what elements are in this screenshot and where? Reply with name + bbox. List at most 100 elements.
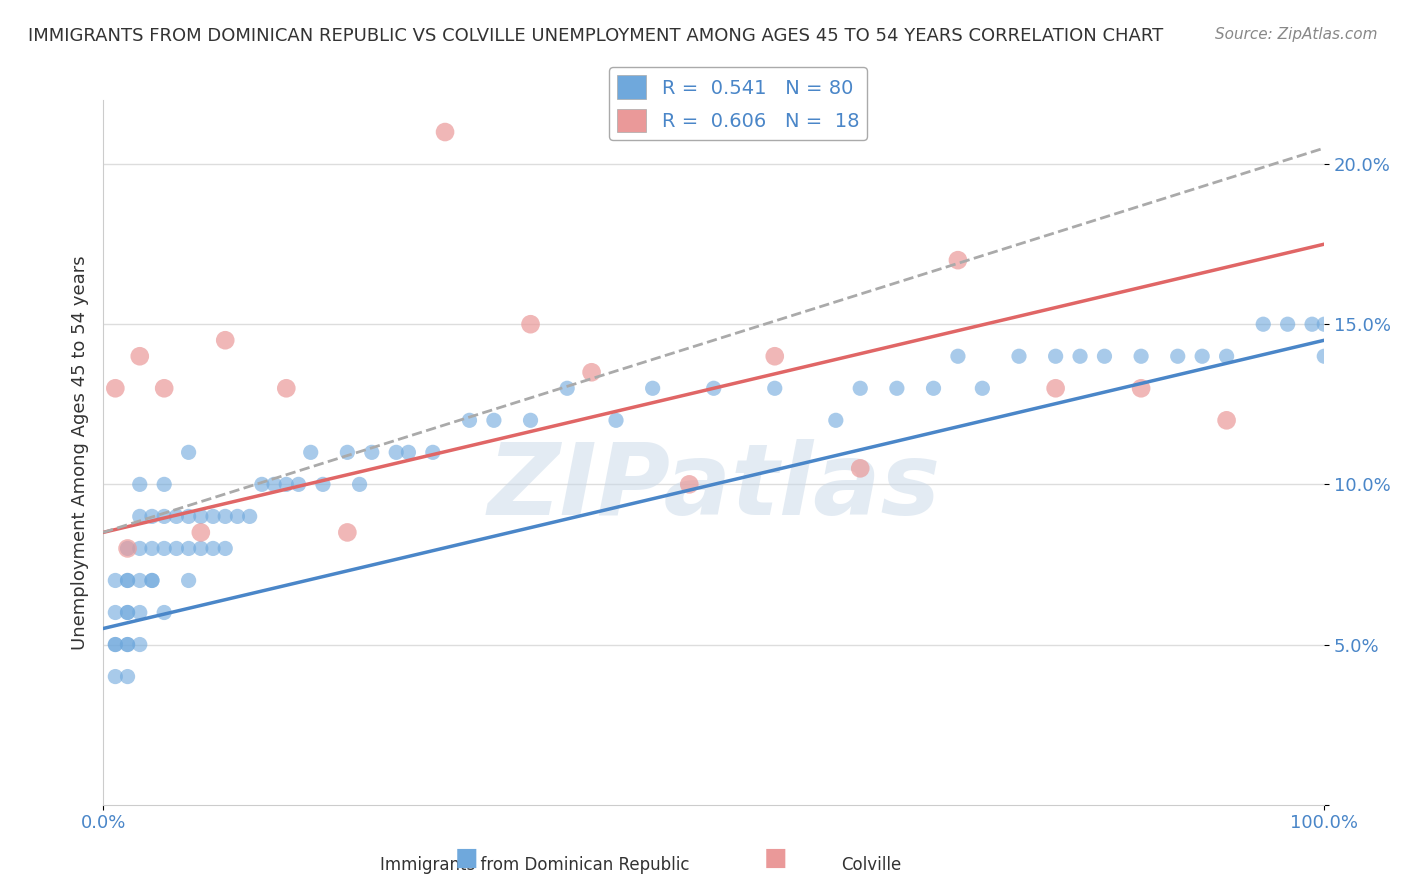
Point [239,509,262,524]
Point [117,638,139,652]
Point [1215,413,1237,427]
Point [104,669,127,683]
Point [202,509,225,524]
Point [763,381,786,395]
Point [849,461,872,475]
Point [117,606,139,620]
Point [104,638,127,652]
Text: Immigrants from Dominican Republic: Immigrants from Dominican Republic [380,856,689,874]
Point [1277,317,1299,331]
Point [605,413,627,427]
Point [641,381,664,395]
Point [153,381,176,395]
Point [153,541,176,556]
Point [1301,317,1323,331]
Point [128,541,150,556]
Point [458,413,481,427]
Point [128,349,150,363]
Point [214,509,236,524]
Point [165,541,187,556]
Point [555,381,578,395]
Point [1130,349,1153,363]
Point [276,381,298,395]
Point [336,445,359,459]
Point [177,541,200,556]
Legend: R =  0.541   N = 80, R =  0.606   N =  18: R = 0.541 N = 80, R = 0.606 N = 18 [609,68,868,140]
Point [703,381,725,395]
Point [1313,349,1336,363]
Point [287,477,309,491]
Point [190,541,212,556]
Point [349,477,371,491]
Point [202,541,225,556]
Point [153,606,176,620]
Point [214,541,236,556]
Point [519,413,541,427]
Text: Source: ZipAtlas.com: Source: ZipAtlas.com [1215,27,1378,42]
Point [117,541,139,556]
Point [922,381,945,395]
Point [214,333,236,347]
Point [385,445,408,459]
Point [1069,349,1091,363]
Point [886,381,908,395]
Point [263,477,285,491]
Point [1215,349,1237,363]
Point [1167,349,1189,363]
Point [190,525,212,540]
Point [972,381,994,395]
Point [141,541,163,556]
Point [128,606,150,620]
Point [849,381,872,395]
Text: IMMIGRANTS FROM DOMINICAN REPUBLIC VS COLVILLE UNEMPLOYMENT AMONG AGES 45 TO 54 : IMMIGRANTS FROM DOMINICAN REPUBLIC VS CO… [28,27,1163,45]
Point [396,445,419,459]
Point [128,638,150,652]
Point [1313,317,1336,331]
Point [250,477,273,491]
Point [581,365,603,379]
Point [312,477,335,491]
Point [177,574,200,588]
Point [165,509,187,524]
Point [153,477,176,491]
Point [117,606,139,620]
Point [1130,381,1153,395]
Point [422,445,444,459]
Point [104,381,127,395]
Point [104,638,127,652]
Point [1045,381,1067,395]
Point [519,317,541,331]
Point [824,413,846,427]
Point [299,445,322,459]
Point [104,606,127,620]
Text: ■: ■ [454,846,478,870]
Point [128,477,150,491]
Point [128,574,150,588]
Y-axis label: Unemployment Among Ages 45 to 54 years: Unemployment Among Ages 45 to 54 years [72,255,89,649]
Point [336,525,359,540]
Text: ■: ■ [763,846,787,870]
Text: Colville: Colville [842,856,901,874]
Point [104,574,127,588]
Point [1045,349,1067,363]
Point [1191,349,1213,363]
Point [141,574,163,588]
Point [678,477,700,491]
Point [141,509,163,524]
Point [117,574,139,588]
Point [1008,349,1031,363]
Point [360,445,382,459]
Point [190,509,212,524]
Point [117,638,139,652]
Point [117,541,139,556]
Point [1094,349,1116,363]
Point [153,509,176,524]
Point [177,445,200,459]
Point [946,253,969,268]
Point [177,509,200,524]
Text: ZIPatlas: ZIPatlas [486,439,941,536]
Point [117,574,139,588]
Point [1251,317,1274,331]
Point [946,349,969,363]
Point [117,669,139,683]
